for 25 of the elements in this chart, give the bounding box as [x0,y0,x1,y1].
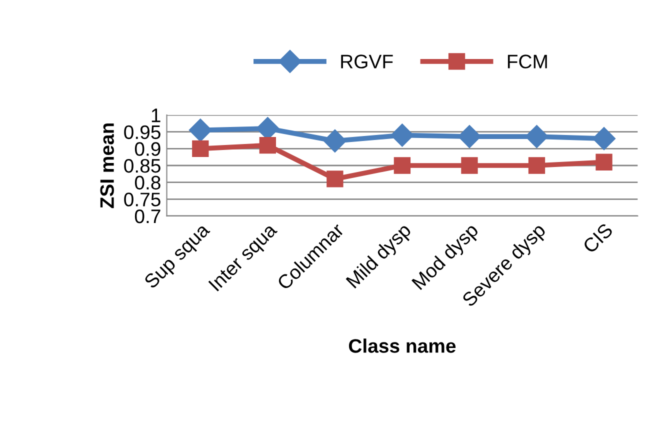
point [323,129,346,152]
point [461,157,478,174]
y-tick-label: 0.75 [124,192,160,206]
point [390,124,414,147]
x-axis-title: Class name [348,338,456,353]
y-axis-title: ZSI mean [100,123,114,208]
y-tick-label: 1 [152,108,160,122]
point [525,125,548,148]
y-tick-label: 0.95 [124,125,160,140]
y-tick-label: 0.7 [134,209,160,224]
point [458,125,481,148]
point [596,154,612,170]
point [188,118,212,142]
point [528,157,546,174]
legend-label: RGVF [341,54,393,68]
point [394,157,411,174]
y-tick-label: 0.9 [134,142,160,156]
legend-label: FCM [508,54,547,68]
y-tick-label: 0.85 [124,158,160,173]
point [259,136,276,154]
y-tick-label: 0.8 [134,176,160,190]
x-tick-label: CIS [582,222,614,254]
point [592,127,616,150]
point [326,170,344,188]
point [192,140,209,158]
